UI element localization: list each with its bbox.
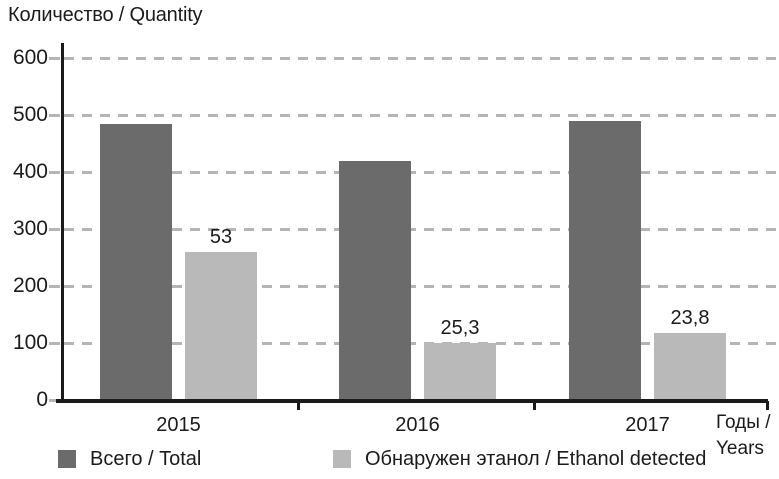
gridline-300 [64,227,779,231]
gridline-400 [64,170,779,174]
y-tick-400 [49,170,60,174]
y-tick-500 [49,113,60,117]
x-axis-line [56,399,768,403]
bar-ethanol-2015 [185,251,257,400]
y-tick-label-0: 0 [36,388,48,411]
y-tick-label-400: 400 [12,160,48,183]
gridline-600 [64,56,779,60]
chart-title: Количество / Quantity [8,4,203,26]
legend-label-total: Всего / Total [90,448,202,470]
bar-total-2016 [339,160,411,400]
y-tick-label-100: 100 [12,331,48,354]
y-axis-line [61,43,64,403]
gridline-100 [64,341,779,345]
bar-ethanol-2016 [424,343,496,400]
bar-value-label-2015: 53 [209,225,233,248]
y-tick-label-600: 600 [12,46,48,69]
x-axis-tick-0 [297,401,300,410]
x-axis-title-line1: Годы / [716,412,771,433]
x-axis-title-line2: Years [716,438,764,459]
y-tick-label-300: 300 [12,217,48,240]
bar-value-label-2016: 25,3 [440,317,480,339]
gridline-500 [64,113,779,117]
y-tick-label-200: 200 [12,274,48,297]
legend: Всего / Total Обнаружен этанол / Ethanol… [0,448,779,474]
legend-label-ethanol: Обнаружен этанол / Ethanol detected [365,448,707,470]
bar-total-2017 [569,120,641,400]
legend-swatch-total [58,450,76,468]
y-tick-label-500: 500 [12,103,48,126]
y-tick-600 [49,56,60,60]
x-axis-tick-1 [533,401,536,410]
gridline-200 [64,284,779,288]
x-axis-title: Годы / Years [716,410,778,462]
y-tick-100 [49,341,60,345]
x-axis-tick-2 [766,401,769,410]
category-label-2016: 2016 [395,414,440,436]
category-label-2015: 2015 [156,414,201,436]
bar-value-label-2017: 23,8 [670,306,710,329]
category-label-2017: 2017 [625,414,670,436]
y-tick-300 [49,227,60,231]
legend-swatch-ethanol [333,450,351,468]
bar-ethanol-2017 [654,332,726,400]
y-tick-0 [49,398,60,402]
y-tick-200 [49,284,60,288]
bar-total-2015 [100,123,172,400]
